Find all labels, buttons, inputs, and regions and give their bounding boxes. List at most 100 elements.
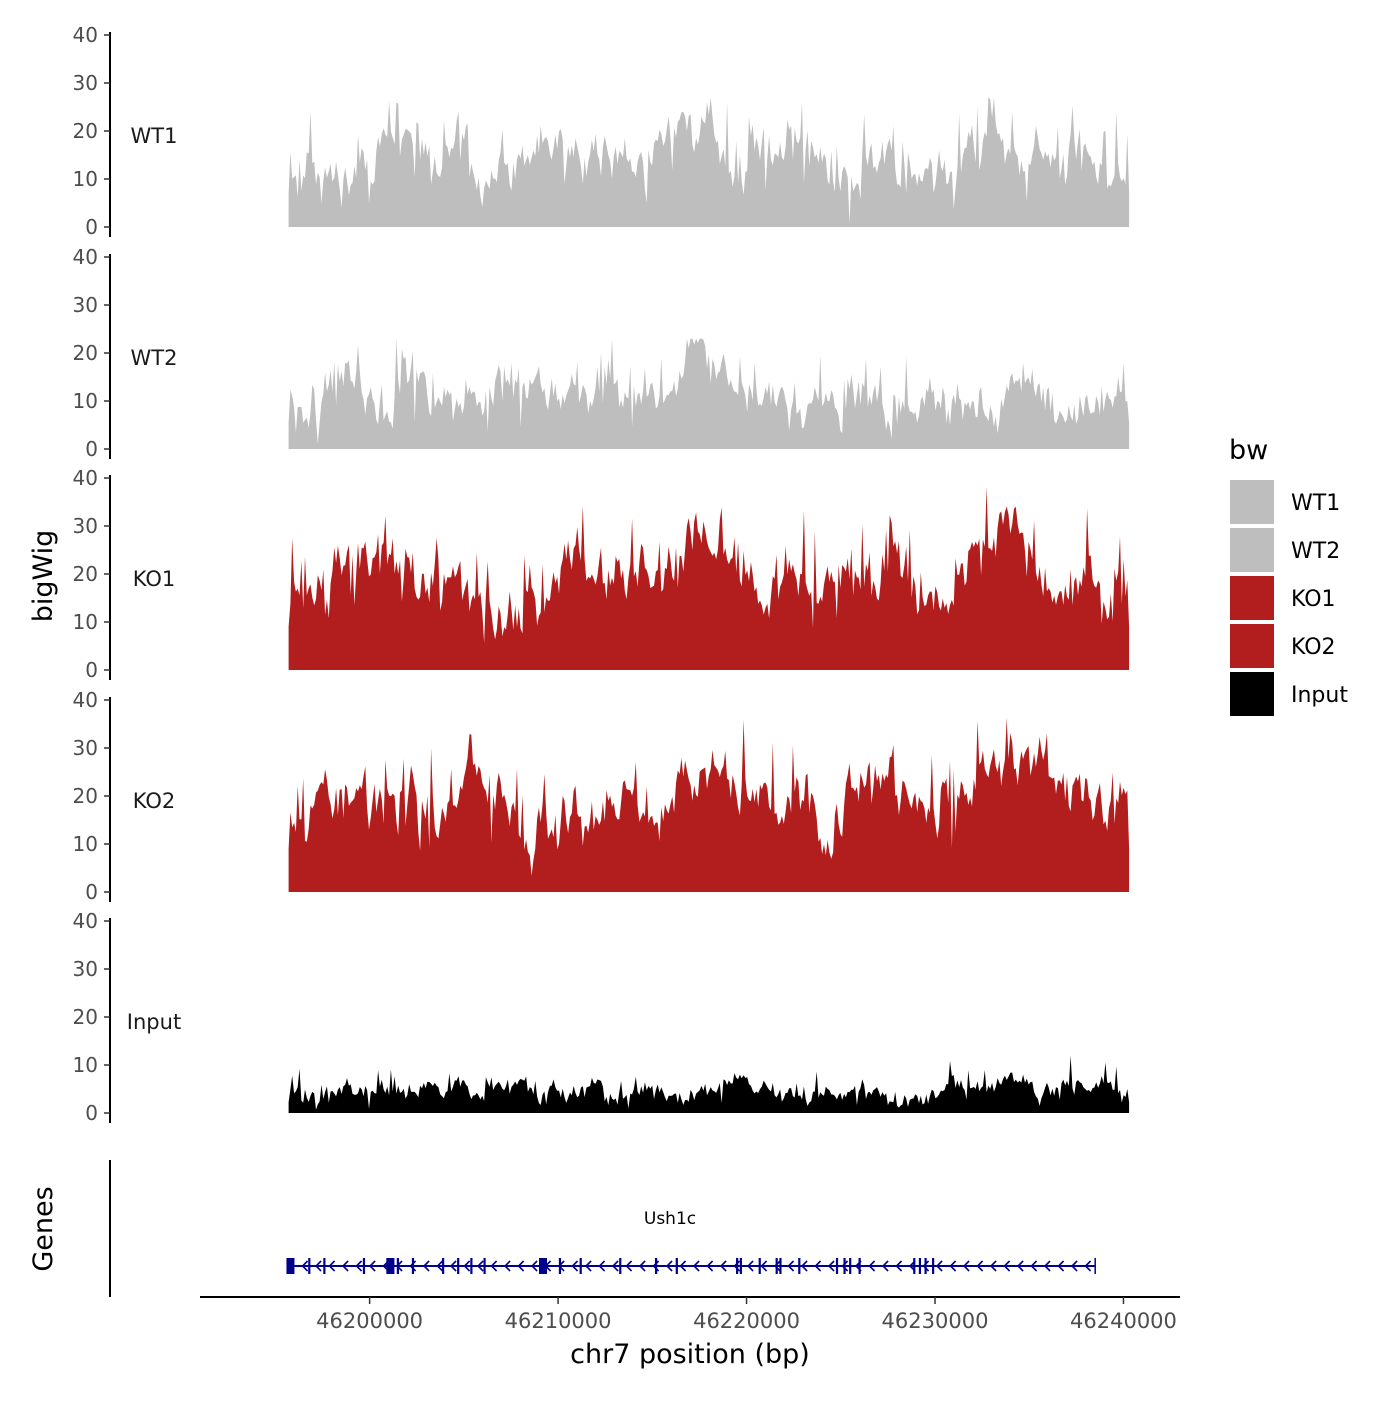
strand-arrow xyxy=(976,1260,984,1272)
strand-arrow xyxy=(841,1260,849,1272)
track-area-wt1 xyxy=(288,97,1130,228)
track-area-ko2 xyxy=(288,717,1130,892)
strand-arrow xyxy=(355,1260,363,1272)
y-tick-label: 40 xyxy=(73,245,98,269)
strand-arrow xyxy=(638,1260,646,1272)
track-label-wt1: WT1 xyxy=(131,124,178,148)
legend-label-ko1: KO1 xyxy=(1291,587,1336,612)
y-tick-label: 0 xyxy=(85,1101,98,1125)
strand-arrow xyxy=(503,1260,511,1272)
legend-label-wt1: WT1 xyxy=(1291,491,1340,516)
exon xyxy=(736,1258,739,1274)
y-tick-label: 30 xyxy=(73,514,98,538)
strand-arrow xyxy=(881,1260,889,1272)
track-label-ko2: KO2 xyxy=(133,789,176,813)
track-label-ko1: KO1 xyxy=(133,567,176,591)
strand-arrow xyxy=(1043,1260,1051,1272)
exon xyxy=(758,1258,761,1274)
strand-arrow xyxy=(463,1260,471,1272)
exon xyxy=(386,1258,395,1274)
exon xyxy=(675,1258,678,1274)
x-tick-label: 46230000 xyxy=(882,1309,989,1333)
strand-arrow xyxy=(584,1260,592,1272)
y-tick-label: 10 xyxy=(73,167,98,191)
strand-arrow xyxy=(598,1260,606,1272)
legend-key-ko2 xyxy=(1230,624,1274,668)
strand-arrow xyxy=(490,1260,498,1272)
strand-arrow xyxy=(422,1260,430,1272)
exon xyxy=(835,1258,839,1274)
exon xyxy=(558,1258,562,1274)
exon xyxy=(396,1258,399,1274)
legend-title: bw xyxy=(1229,435,1268,466)
exon xyxy=(654,1258,658,1274)
y-axis-title: bigWig xyxy=(28,530,59,623)
strand-arrow xyxy=(827,1260,835,1272)
exon xyxy=(918,1258,922,1274)
legend-key-input xyxy=(1230,672,1274,716)
y-tick-label: 30 xyxy=(73,293,98,317)
y-tick-label: 0 xyxy=(85,658,98,682)
y-tick-label: 20 xyxy=(73,341,98,365)
legend-key-wt2 xyxy=(1230,528,1274,572)
exon xyxy=(411,1258,415,1274)
exon xyxy=(308,1258,311,1274)
strand-arrow xyxy=(1057,1260,1065,1272)
y-tick-label: 30 xyxy=(73,71,98,95)
y-tick-label: 40 xyxy=(73,466,98,490)
legend-key-wt1 xyxy=(1230,480,1274,524)
track-area-input xyxy=(288,1055,1130,1113)
exon xyxy=(913,1258,916,1274)
strand-arrow xyxy=(301,1260,309,1272)
exon xyxy=(858,1258,861,1274)
exon xyxy=(932,1258,935,1274)
exon xyxy=(442,1258,445,1274)
exon xyxy=(924,1258,927,1274)
x-tick-label: 46220000 xyxy=(693,1309,800,1333)
y-tick-label: 0 xyxy=(85,437,98,461)
track-area-ko1 xyxy=(288,486,1130,670)
x-axis-title: chr7 position (bp) xyxy=(570,1339,810,1370)
x-tick-label: 46210000 xyxy=(505,1309,612,1333)
strand-arrow xyxy=(949,1260,957,1272)
strand-arrow xyxy=(814,1260,822,1272)
strand-arrow xyxy=(692,1260,700,1272)
strand-arrow xyxy=(989,1260,997,1272)
gene-label-ush1c: Ush1c xyxy=(644,1209,696,1229)
exon xyxy=(843,1258,846,1274)
y-tick-label: 0 xyxy=(85,215,98,239)
exon xyxy=(457,1258,460,1274)
y-tick-label: 30 xyxy=(73,736,98,760)
exon xyxy=(483,1258,486,1274)
x-tick-label: 46240000 xyxy=(1070,1309,1177,1333)
strand-arrow xyxy=(625,1260,633,1272)
strand-arrow xyxy=(760,1260,768,1272)
exon xyxy=(619,1258,622,1274)
strand-arrow xyxy=(746,1260,754,1272)
strand-arrow xyxy=(773,1260,781,1272)
track-label-input: Input xyxy=(127,1010,181,1034)
y-tick-label: 10 xyxy=(73,832,98,856)
strand-arrow xyxy=(328,1260,336,1272)
y-tick-label: 30 xyxy=(73,957,98,981)
y-tick-label: 40 xyxy=(73,688,98,712)
strand-arrow xyxy=(476,1260,484,1272)
strand-arrow xyxy=(1030,1260,1038,1272)
strand-arrow xyxy=(787,1260,795,1272)
track-area-wt2 xyxy=(288,338,1130,449)
y-tick-label: 0 xyxy=(85,880,98,904)
strand-arrow xyxy=(530,1260,538,1272)
strand-arrow xyxy=(571,1260,579,1272)
exon xyxy=(775,1258,778,1274)
strand-arrow xyxy=(341,1260,349,1272)
exon xyxy=(539,1258,547,1274)
y-tick-label: 20 xyxy=(73,1005,98,1029)
strand-arrow xyxy=(922,1260,930,1272)
y-tick-label: 10 xyxy=(73,610,98,634)
exon xyxy=(579,1258,582,1274)
exon xyxy=(798,1258,801,1274)
strand-arrow xyxy=(1016,1260,1024,1272)
strand-arrow xyxy=(1084,1260,1092,1272)
